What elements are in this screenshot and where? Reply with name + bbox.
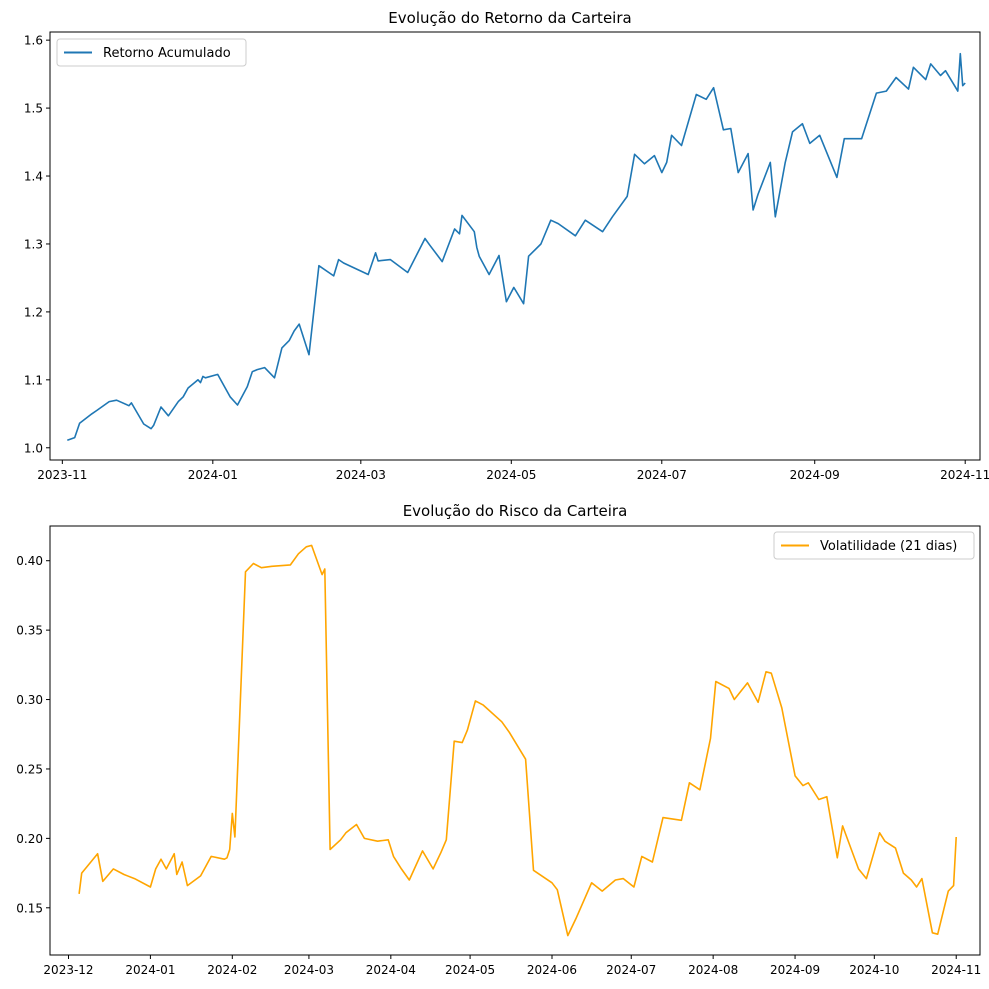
risk-chart-frame <box>49 525 981 956</box>
risk-x-tick-label: 2024-05 <box>445 963 495 977</box>
return-x-tick-label: 2024-09 <box>790 468 840 482</box>
risk-chart-series <box>78 544 957 937</box>
return-x-tick-label: 2024-07 <box>637 468 687 482</box>
risk-series-line <box>78 544 957 937</box>
risk-chart-ticks: 2023-12 2024-01 2024-02 2024-03 2024-04 2024-… <box>16 554 981 977</box>
risk-y-tick-label: 0.35 <box>16 624 43 638</box>
risk-legend-label: Volatilidade (21 dias) <box>820 539 957 554</box>
return-y-tick-label: 1.6 <box>24 34 43 48</box>
risk-chart: Evolução do Risco da Carteira 2023-12 202… <box>16 502 981 977</box>
risk-legend-box <box>773 531 975 560</box>
return-legend-label: Retorno Acumulado <box>103 46 231 61</box>
risk-x-tick-label: 2024-01 <box>125 963 175 977</box>
return-x-tick-label: 2023-11 <box>37 468 87 482</box>
return-chart-ticks: 2023-11 2024-01 2024-03 2024-05 2024-07 2024-… <box>24 34 989 482</box>
risk-x-tick-label: 2024-03 <box>284 963 334 977</box>
risk-y-tick-label: 0.25 <box>16 762 43 776</box>
risk-y-tick-label: 0.15 <box>16 901 43 915</box>
return-x-tick-label: 2024-01 <box>188 468 238 482</box>
return-y-tick-label: 1.2 <box>24 305 43 319</box>
risk-x-tick-label: 2024-04 <box>366 963 416 977</box>
risk-x-tick-label: 2024-06 <box>527 963 577 977</box>
return-chart-legend: Retorno Acumulado <box>56 38 247 67</box>
risk-chart-legend: Volatilidade (21 dias) <box>773 531 975 560</box>
return-y-tick-label: 1.3 <box>24 237 43 251</box>
risk-y-tick-label: 0.30 <box>16 693 43 707</box>
risk-x-tick-label: 2024-10 <box>849 963 899 977</box>
return-y-tick-label: 1.5 <box>24 102 43 116</box>
risk-x-tick-label: 2024-07 <box>606 963 656 977</box>
return-x-tick-label: 2024-03 <box>336 468 386 482</box>
return-series-line <box>67 52 966 442</box>
return-chart-title: Evolução do Retorno da Carteira <box>388 9 631 27</box>
return-y-tick-label: 1.1 <box>24 373 43 387</box>
risk-chart-title: Evolução do Risco da Carteira <box>403 502 628 520</box>
risk-x-tick-label: 2024-08 <box>688 963 738 977</box>
return-chart-series <box>67 52 966 442</box>
return-chart-frame <box>49 31 981 461</box>
return-y-tick-label: 1.0 <box>24 441 43 455</box>
risk-x-tick-label: 2024-02 <box>207 963 257 977</box>
return-legend-box <box>56 38 247 67</box>
risk-x-tick-label: 2023-12 <box>43 963 93 977</box>
risk-x-tick-label: 2024-09 <box>770 963 820 977</box>
return-x-tick-label: 2024-05 <box>486 468 536 482</box>
return-chart: Evolução do Retorno da Carteira 2023-11 2… <box>24 9 989 482</box>
return-y-tick-label: 1.4 <box>24 170 43 184</box>
risk-y-tick-label: 0.20 <box>16 832 43 846</box>
return-x-tick-label: 2024-11 <box>940 468 989 482</box>
risk-x-tick-label: 2024-11 <box>931 963 981 977</box>
risk-y-tick-label: 0.40 <box>16 554 43 568</box>
